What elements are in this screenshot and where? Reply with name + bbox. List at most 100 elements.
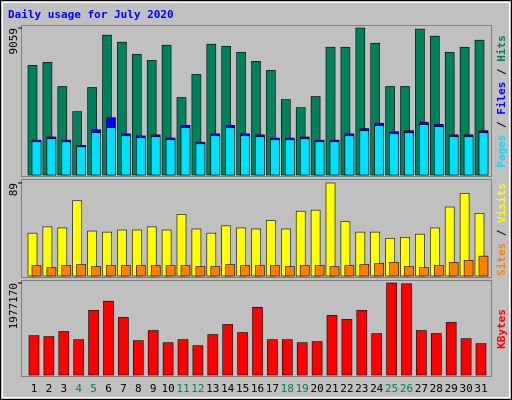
- x-tick-label: 3: [60, 382, 67, 395]
- bar: [419, 124, 429, 176]
- legend-entry: Sites: [495, 243, 508, 276]
- bar: [252, 306, 263, 376]
- x-tick-label: 17: [266, 382, 279, 395]
- y-tick-label: 1977170: [7, 283, 20, 329]
- bar: [359, 130, 370, 176]
- legend-entry: KBytes: [495, 309, 508, 349]
- bar: [58, 331, 70, 376]
- chart-title: Daily usage for July 2020: [8, 8, 174, 21]
- bar: [147, 330, 159, 376]
- bar: [28, 335, 40, 376]
- x-tick-label: 12: [191, 382, 204, 395]
- bar: [478, 132, 489, 176]
- bar: [356, 310, 368, 376]
- bar: [118, 317, 129, 376]
- bar: [463, 260, 474, 277]
- bar: [433, 126, 444, 176]
- bar: [314, 141, 325, 176]
- bar: [475, 343, 487, 376]
- bar: [270, 139, 280, 176]
- bar: [404, 266, 414, 277]
- bar: [401, 283, 412, 376]
- bar: [314, 265, 325, 277]
- legend-entry: Pages: [495, 135, 508, 168]
- x-tick-label: 24: [370, 382, 384, 395]
- legend-separator: /: [495, 68, 508, 75]
- bar: [445, 322, 457, 376]
- x-tick-label: 5: [90, 382, 97, 395]
- bar: [359, 264, 370, 277]
- bar: [61, 265, 72, 277]
- x-tick-label: 8: [135, 382, 142, 395]
- bar: [106, 265, 116, 277]
- x-tick-label: 10: [161, 382, 174, 395]
- bar: [296, 342, 308, 376]
- x-tick-label: 29: [445, 382, 458, 395]
- x-tick-label: 19: [296, 382, 309, 395]
- bar: [325, 182, 336, 277]
- bar: [61, 141, 72, 176]
- bar: [136, 137, 146, 176]
- bar: [430, 333, 442, 376]
- bar: [371, 333, 383, 376]
- x-tick-label: 15: [236, 382, 249, 395]
- bar: [448, 136, 459, 176]
- bar: [165, 265, 176, 277]
- bar: [386, 282, 397, 376]
- bar: [329, 141, 340, 176]
- bar: [299, 138, 310, 176]
- bar: [255, 136, 265, 176]
- bar: [150, 136, 161, 176]
- bar: [404, 132, 414, 176]
- bar: [448, 262, 459, 277]
- bar: [419, 267, 429, 277]
- x-tick-label: 9: [150, 382, 157, 395]
- bar: [225, 127, 235, 176]
- bar: [162, 342, 174, 376]
- bar: [222, 324, 233, 376]
- bar: [46, 267, 57, 277]
- bar: [195, 143, 206, 176]
- legend-entry: Visits: [495, 183, 508, 223]
- legend-separator: /: [495, 229, 508, 236]
- legend-entry: Files: [495, 82, 508, 115]
- bar: [311, 341, 323, 376]
- x-tick-label: 14: [221, 382, 235, 395]
- bar: [284, 266, 295, 277]
- legend: KBytes: [495, 309, 508, 349]
- bar: [374, 125, 385, 176]
- bar: [299, 265, 310, 277]
- x-tick-label: 11: [176, 382, 189, 395]
- bar: [91, 266, 101, 277]
- bar: [267, 339, 278, 376]
- bar: [136, 265, 146, 277]
- bar: [463, 136, 474, 176]
- bar: [31, 265, 42, 277]
- x-tick-label: 4: [75, 382, 82, 395]
- x-tick-label: 21: [325, 382, 338, 395]
- bar: [341, 319, 353, 376]
- x-tick-label: 2: [46, 382, 53, 395]
- bar: [460, 338, 472, 376]
- bar: [76, 146, 86, 176]
- x-tick-label: 16: [251, 382, 264, 395]
- bar: [133, 340, 144, 376]
- x-tick-label: 25: [385, 382, 398, 395]
- bar: [150, 265, 161, 277]
- bar: [106, 127, 116, 176]
- legend: Pages / Files / Hits: [495, 35, 508, 168]
- bar: [374, 263, 385, 277]
- x-tick-label: 30: [459, 382, 472, 395]
- x-tick-label: 23: [355, 382, 368, 395]
- bar: [329, 266, 340, 277]
- x-tick-label: 13: [206, 382, 219, 395]
- legend: Sites / Visits: [495, 183, 508, 276]
- bar: [344, 265, 355, 277]
- x-tick-label: 28: [430, 382, 443, 395]
- x-tick-label: 1: [31, 382, 38, 395]
- legend-entry: Hits: [495, 35, 508, 62]
- bar: [255, 265, 265, 277]
- bar: [91, 132, 101, 176]
- bar: [195, 266, 206, 277]
